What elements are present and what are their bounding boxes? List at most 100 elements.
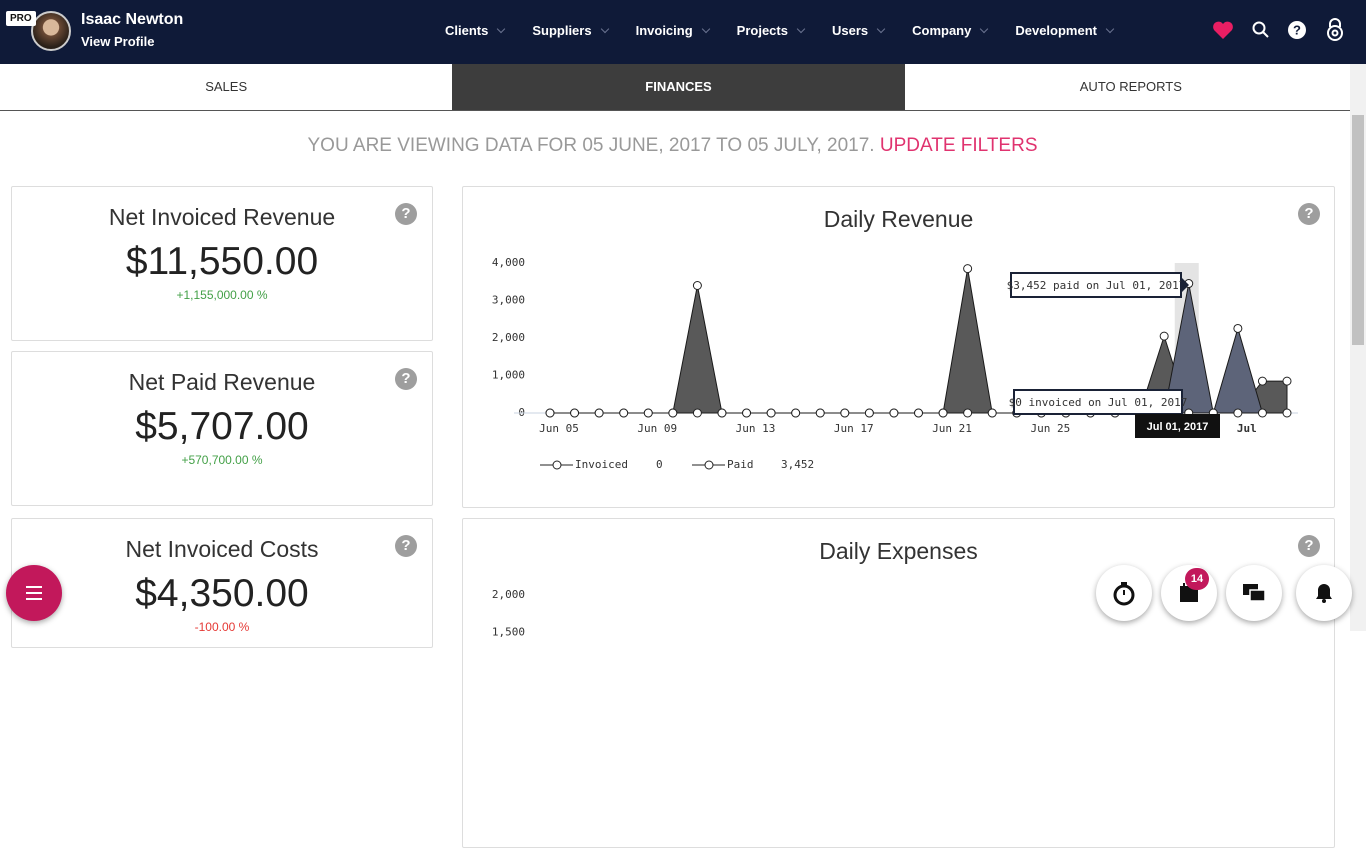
data-point[interactable] xyxy=(963,264,973,274)
nav-item[interactable]: Suppliers xyxy=(532,23,609,38)
nav-item[interactable]: Clients xyxy=(445,23,506,38)
nav-chevron xyxy=(600,24,609,34)
y-tick-label: 2,000 xyxy=(492,588,525,601)
tooltip-box xyxy=(1135,414,1220,438)
data-point[interactable] xyxy=(742,408,752,418)
nav-item[interactable]: Projects xyxy=(737,23,806,38)
data-point[interactable] xyxy=(815,408,825,418)
x-tick-label: Jun 05 xyxy=(539,422,579,435)
kpi-change: -100.00 % xyxy=(194,620,250,634)
timer-icon xyxy=(1113,582,1135,606)
update-filters-link[interactable]: UPDATE FILTERS xyxy=(879,135,1038,156)
bell-icon xyxy=(1316,584,1332,603)
header: PRO Isaac Newton View Profile Clients Sup… xyxy=(0,0,1366,64)
notifications-button[interactable] xyxy=(1296,565,1352,621)
data-point[interactable] xyxy=(1257,408,1267,418)
data-point[interactable] xyxy=(1282,376,1292,386)
legend-marker xyxy=(704,460,714,470)
kpi-card: Net Paid Revenue $5,707.00 +570,700.00 %? xyxy=(11,351,433,506)
kpi-card: Net Invoiced Costs $4,350.00 -100.00 %? xyxy=(11,518,433,648)
nav-label: Company xyxy=(912,23,972,38)
tooltip-pointer xyxy=(1181,277,1189,293)
kpi-title: Net Invoiced Costs xyxy=(125,536,319,562)
data-point[interactable] xyxy=(1257,376,1267,386)
y-tick-label: 2,000 xyxy=(492,331,525,344)
avatar[interactable] xyxy=(31,11,71,51)
data-point[interactable] xyxy=(840,408,850,418)
nav-chevron xyxy=(497,24,506,34)
tab[interactable]: SALES xyxy=(205,79,248,94)
user-name[interactable]: Isaac Newton xyxy=(81,11,184,28)
nav-item[interactable]: Users xyxy=(832,23,886,38)
help-icon[interactable]: ? xyxy=(1288,21,1306,39)
x-tick-label: Jun 09 xyxy=(637,422,677,435)
help-button[interactable]: ? xyxy=(395,368,417,390)
data-point[interactable] xyxy=(692,281,702,290)
y-tick-label: 1,500 xyxy=(492,626,525,639)
help-button[interactable]: ? xyxy=(1298,535,1320,557)
chart-title: Daily Expenses xyxy=(819,538,978,564)
nav-label: Clients xyxy=(445,23,489,38)
help-button[interactable]: ? xyxy=(395,203,417,225)
data-point[interactable] xyxy=(717,408,727,418)
calendar-button[interactable] xyxy=(1161,565,1217,621)
timer-button[interactable] xyxy=(1096,565,1152,621)
tooltip-text: $3,452 paid on Jul 01, 2017 xyxy=(1007,279,1186,292)
data-point[interactable] xyxy=(938,408,948,418)
revenue-card: Daily Revenue ? 0 1,000 2,000 3,000 4,000 Jun… xyxy=(462,186,1335,508)
data-point[interactable] xyxy=(692,408,702,418)
data-point[interactable] xyxy=(1282,408,1292,418)
tooltip-text: Jul 01, 2017 xyxy=(1147,421,1209,433)
data-point[interactable] xyxy=(619,408,629,418)
data-point[interactable] xyxy=(643,408,653,418)
data-point[interactable] xyxy=(914,408,923,418)
filter-banner: YOU ARE VIEWING DATA FOR 05 JUNE, 2017 T… xyxy=(0,135,1345,157)
lock-icon[interactable] xyxy=(1327,18,1343,41)
nav-chevron xyxy=(701,24,710,34)
legend-marker xyxy=(552,460,562,470)
data-point[interactable] xyxy=(545,408,555,418)
nav-item[interactable]: Company xyxy=(912,23,989,38)
favorites-icon[interactable] xyxy=(1213,21,1233,39)
kpi-change: +1,155,000.00 % xyxy=(176,288,268,302)
search-icon[interactable] xyxy=(1252,21,1269,38)
help-button[interactable]: ? xyxy=(1298,203,1320,225)
notification-count: 14 xyxy=(1185,568,1209,590)
x-tick-label: Jun 21 xyxy=(932,422,972,435)
data-point[interactable] xyxy=(1233,323,1243,333)
help-button[interactable]: ? xyxy=(395,535,417,557)
legend-value: 0 xyxy=(656,458,663,471)
data-point[interactable] xyxy=(766,408,776,418)
data-point[interactable] xyxy=(864,408,874,418)
tab-bar: SALES FINANCES AUTO REPORTS xyxy=(0,64,1357,111)
data-point[interactable] xyxy=(594,408,604,418)
chat-icon xyxy=(1243,584,1266,602)
nav-item[interactable]: Development xyxy=(1015,23,1115,38)
x-tick-label: Jun 25 xyxy=(1030,422,1070,435)
nav-label: Suppliers xyxy=(532,23,592,38)
data-point[interactable] xyxy=(791,408,801,418)
view-profile-link[interactable]: View Profile xyxy=(81,34,155,49)
scrollbar-thumb[interactable] xyxy=(1352,115,1364,345)
legend-label[interactable]: Invoiced xyxy=(575,458,628,471)
tab[interactable]: FINANCES xyxy=(452,64,905,110)
kpi-card: Net Invoiced Revenue $11,550.00 +1,155,000… xyxy=(11,186,433,341)
menu-icon xyxy=(26,586,42,600)
data-point[interactable] xyxy=(987,408,997,418)
tab[interactable]: AUTO REPORTS xyxy=(1079,79,1182,94)
data-point[interactable] xyxy=(570,408,580,418)
legend-value: 3,452 xyxy=(781,458,814,471)
y-tick-label: 3,000 xyxy=(492,294,525,307)
data-point[interactable] xyxy=(668,408,678,418)
data-point[interactable] xyxy=(889,408,899,418)
legend-label[interactable]: Paid xyxy=(727,458,754,471)
data-point[interactable] xyxy=(1159,331,1169,341)
nav-item[interactable]: Invoicing xyxy=(635,23,710,38)
data-point[interactable] xyxy=(1233,408,1243,418)
data-point[interactable] xyxy=(963,408,973,418)
nav-label: Invoicing xyxy=(635,23,693,38)
nav-chevron xyxy=(876,24,886,34)
menu-button[interactable] xyxy=(6,565,62,621)
chat-button[interactable] xyxy=(1226,565,1282,621)
